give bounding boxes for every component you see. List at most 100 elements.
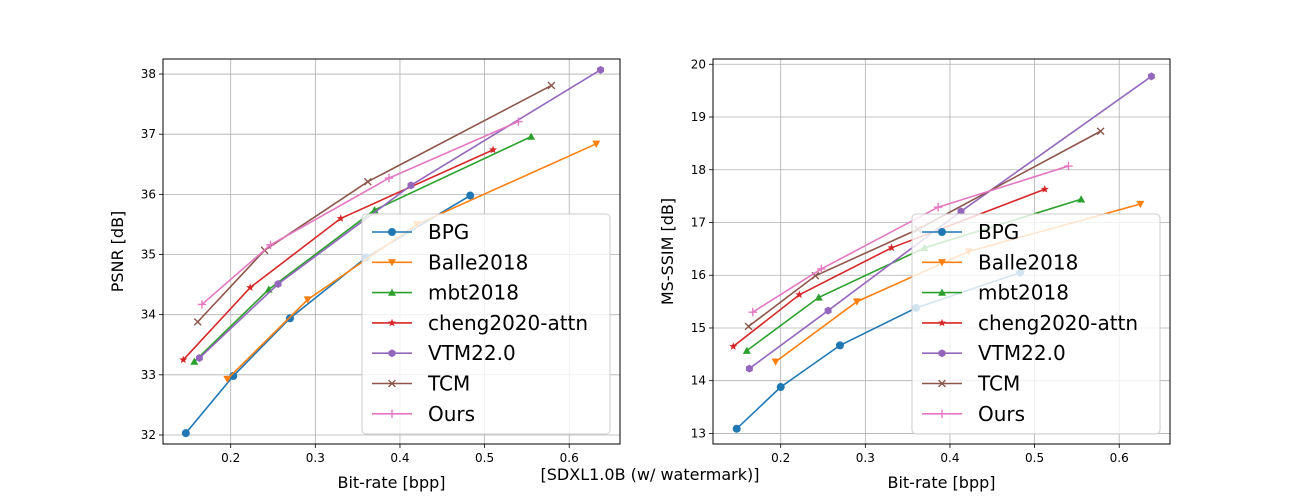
psnr-point-bpg — [466, 191, 475, 200]
ms-ssim-legend-item-ours: Ours — [922, 402, 1025, 426]
psnr-point-bpg — [229, 372, 238, 381]
psnr-series-tcm — [193, 81, 556, 326]
psnr-point-bpg — [181, 429, 190, 438]
psnr-point-vtm22-0 — [195, 353, 203, 362]
ms-ssim-point-bpg — [835, 341, 844, 350]
ms-ssim-legend-marker-balle2018 — [938, 259, 946, 267]
psnr-legend-marker-mbt2018 — [388, 288, 396, 296]
ms-ssim-y-tick-label: 13 — [691, 426, 706, 440]
ms-ssim-point-ours — [817, 264, 826, 274]
psnr-chart: 0.2 0.3 0.4 0.5 0.6 32 33 34 35 36 37 38 Bit-rate [b… — [108, 58, 621, 492]
ms-ssim-x-tick-label: 0.4 — [940, 451, 959, 465]
psnr-legend-box — [361, 213, 611, 435]
psnr-point-ours — [384, 173, 394, 183]
ms-ssim-point-vtm22-0 — [1147, 72, 1155, 81]
ms-ssim-legend-item-cheng2020-attn: cheng2020-attn — [922, 311, 1138, 335]
ms-ssim-point-vtm22-0 — [745, 364, 753, 373]
ms-ssim-legend-label-tcm: TCM — [977, 372, 1020, 396]
psnr-y-tick-label: 34 — [141, 308, 156, 322]
ms-ssim-legend-label-balle2018: Balle2018 — [978, 250, 1078, 274]
ms-ssim-legend-marker-mbt2018 — [938, 288, 946, 296]
psnr-legend-marker-tcm — [388, 379, 396, 388]
ms-ssim-chart: 0.2 0.3 0.4 0.5 0.6 13 14 15 16 17 18 19 20 Bit-rate … — [658, 57, 1171, 492]
ms-ssim-line-tcm — [748, 130, 1101, 328]
psnr-ticks: 0.2 0.3 0.4 0.5 0.6 32 33 34 35 36 37 38 — [141, 67, 579, 465]
ms-ssim-legend-label-vtm22-0: VTM22.0 — [978, 341, 1066, 365]
ms-ssim-legend-label-ours: Ours — [978, 402, 1025, 426]
ms-ssim-y-tick-label: 20 — [691, 57, 706, 71]
psnr-point-cheng2020-attn — [179, 355, 188, 364]
psnr-x-tick-label: 0.5 — [475, 451, 494, 465]
psnr-x-tick-label: 0.4 — [390, 451, 409, 465]
ms-ssim-point-ours — [1064, 161, 1073, 171]
psnr-legend-label-cheng2020-attn: cheng2020-attn — [428, 311, 588, 335]
psnr-legend-item-ours: Ours — [372, 402, 475, 426]
ms-ssim-legend-item-mbt2018: mbt2018 — [922, 281, 1069, 305]
ms-ssim-legend-marker-tcm — [938, 379, 946, 388]
psnr-point-vtm22-0 — [597, 65, 604, 74]
ms-ssim-point-cheng2020-attn — [1040, 185, 1049, 193]
psnr-legend-marker-bpg — [388, 228, 396, 236]
psnr-point-mbt2018 — [527, 132, 536, 140]
psnr-legend-item-vtm22-0: VTM22.0 — [372, 341, 516, 365]
psnr-x-tick-label: 0.2 — [221, 451, 240, 465]
ms-ssim-point-tcm — [744, 322, 753, 331]
ms-ssim-x-tick-label: 0.6 — [1110, 451, 1129, 465]
ms-ssim-legend-item-bpg: BPG — [922, 220, 1019, 244]
ms-ssim-y-axis-label: MS-SSIM [dB] — [658, 198, 677, 305]
ms-ssim-point-balle2018 — [771, 358, 780, 366]
ms-ssim-legend-item-balle2018: Balle2018 — [922, 250, 1078, 274]
psnr-legend-label-tcm: TCM — [427, 372, 470, 396]
psnr-legend-item-bpg: BPG — [372, 220, 469, 244]
psnr-legend-marker-ours — [387, 409, 397, 418]
psnr-legend-item-tcm: TCM — [372, 372, 470, 396]
ms-ssim-legend: BPG Balle2018 mbt2018 cheng2020-attn VTM22.0… — [911, 213, 1161, 435]
psnr-series-ours — [197, 117, 523, 309]
ms-ssim-point-ours — [933, 202, 943, 212]
ms-ssim-legend-marker-vtm22-0 — [938, 349, 946, 358]
ms-ssim-point-balle2018 — [852, 298, 861, 306]
psnr-point-balle2018 — [303, 296, 312, 304]
psnr-legend-item-cheng2020-attn: cheng2020-attn — [372, 311, 588, 335]
ms-ssim-legend-marker-cheng2020-attn — [938, 318, 946, 327]
psnr-y-tick-label: 36 — [141, 187, 156, 201]
ms-ssim-axes-frame — [712, 58, 1171, 445]
ms-ssim-line-vtm22-0 — [748, 75, 1152, 370]
ms-ssim-point-mbt2018 — [814, 293, 823, 301]
psnr-x-tick-label: 0.6 — [560, 451, 579, 465]
psnr-legend-label-vtm22-0: VTM22.0 — [428, 341, 516, 365]
psnr-axes-frame — [162, 58, 621, 445]
ms-ssim-x-tick-label: 0.3 — [856, 451, 875, 465]
psnr-y-tick-label: 33 — [141, 368, 156, 382]
psnr-point-vtm22-0 — [274, 279, 282, 288]
psnr-x-tick-label: 0.3 — [306, 451, 325, 465]
ms-ssim-legend-label-cheng2020-attn: cheng2020-attn — [978, 311, 1138, 335]
ms-ssim-point-vtm22-0 — [957, 207, 965, 216]
psnr-point-tcm — [547, 81, 556, 90]
ms-ssim-point-bpg — [776, 383, 785, 392]
ms-ssim-point-tcm — [1096, 127, 1105, 136]
psnr-legend-item-mbt2018: mbt2018 — [372, 281, 519, 305]
psnr-legend-marker-balle2018 — [388, 259, 396, 267]
psnr-point-cheng2020-attn — [489, 145, 498, 154]
psnr-line-cheng2020-attn — [182, 149, 494, 361]
psnr-point-cheng2020-attn — [246, 283, 255, 291]
ms-ssim-x-tick-label: 0.2 — [771, 451, 790, 465]
psnr-line-mbt2018 — [193, 135, 532, 363]
ms-ssim-legend-marker-ours — [937, 409, 947, 418]
ms-ssim-y-tick-label: 16 — [691, 268, 706, 282]
psnr-legend: BPG Balle2018 mbt2018 cheng2020-attn VTM22.0… — [361, 213, 611, 435]
psnr-point-tcm — [193, 317, 202, 326]
figure-caption: [SDXL1.0B (w/ watermark)] — [541, 465, 760, 484]
ms-ssim-point-vtm22-0 — [824, 306, 832, 315]
psnr-legend-label-bpg: BPG — [428, 220, 469, 244]
psnr-point-ours — [266, 240, 275, 250]
ms-ssim-legend-label-mbt2018: mbt2018 — [978, 281, 1069, 305]
psnr-point-mbt2018 — [190, 357, 199, 365]
psnr-y-tick-label: 38 — [141, 67, 156, 81]
psnr-legend-label-balle2018: Balle2018 — [428, 250, 528, 274]
psnr-legend-label-mbt2018: mbt2018 — [428, 281, 519, 305]
ms-ssim-line-ours — [752, 165, 1069, 313]
ms-ssim-legend-box — [911, 213, 1161, 435]
